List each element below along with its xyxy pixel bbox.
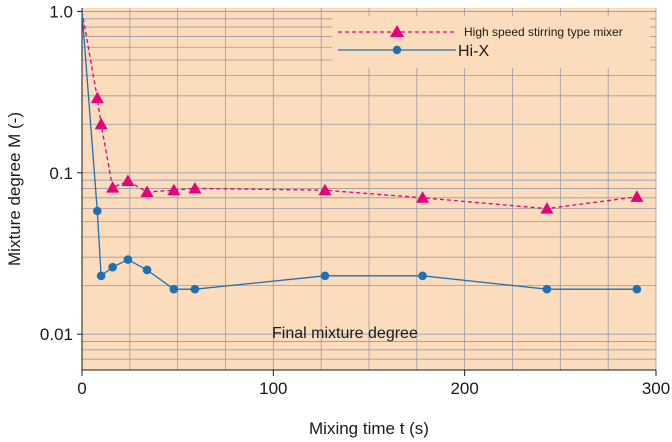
legend-label-high-speed: High speed stirring type mixer	[464, 25, 623, 39]
y-axis-title: Mixture degree M (-)	[5, 112, 24, 266]
x-axis-title: Mixing time t (s)	[309, 419, 429, 438]
annotation-final-mixture-degree: Final mixture degree	[272, 325, 418, 342]
data-point-circle	[97, 272, 106, 281]
legend-marker-hi-x	[393, 46, 401, 54]
data-point-circle	[191, 285, 200, 294]
x-tick-label: 0	[77, 379, 86, 398]
y-tick-label: 0.1	[49, 164, 73, 183]
data-point-circle	[124, 255, 133, 264]
data-point-circle	[93, 207, 102, 216]
data-point-circle	[143, 266, 152, 275]
data-point-circle	[633, 285, 642, 294]
legend-label-hi-x: Hi-X	[458, 43, 489, 60]
y-tick-label: 0.01	[40, 325, 73, 344]
x-tick-label: 200	[450, 379, 478, 398]
data-point-circle	[108, 263, 117, 272]
legend: High speed stirring type mixer Hi-X	[332, 16, 650, 68]
x-tick-label: 100	[259, 379, 287, 398]
legend-background	[332, 16, 650, 68]
data-point-circle	[418, 272, 427, 281]
data-point-circle	[543, 285, 552, 294]
data-point-circle	[170, 285, 179, 294]
data-point-circle	[321, 272, 330, 281]
x-tick-label: 300	[642, 379, 670, 398]
y-tick-label: 1.0	[49, 2, 73, 21]
